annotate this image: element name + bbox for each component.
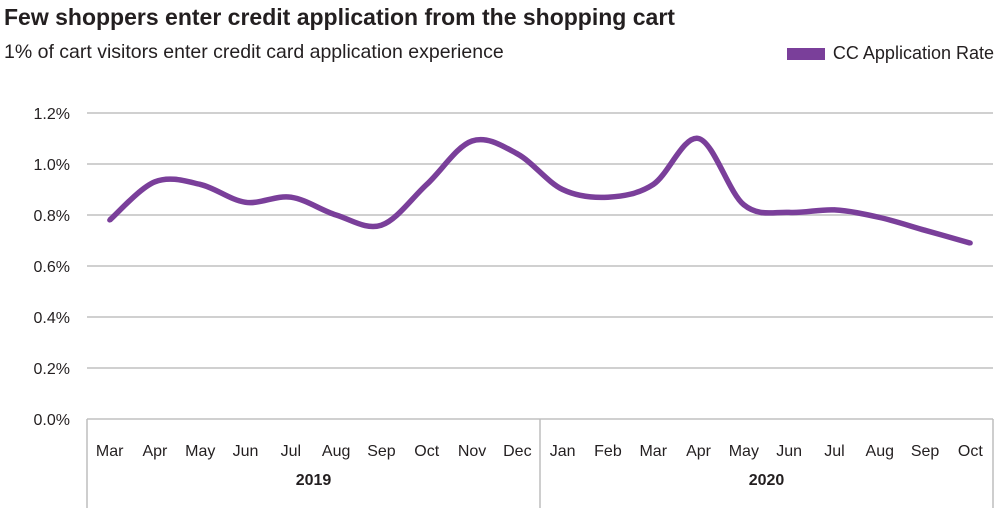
- gridlines: [87, 112, 993, 420]
- x-tick-label: Oct: [958, 443, 983, 460]
- data-point: [288, 194, 294, 200]
- x-tick-label: Feb: [594, 443, 622, 460]
- x-tick-label: Jul: [824, 443, 844, 460]
- data-point: [424, 181, 430, 187]
- x-tick-label: Jun: [233, 443, 259, 460]
- legend-label: CC Application Rate: [832, 43, 994, 63]
- data-point: [560, 187, 566, 192]
- data-point: [605, 194, 611, 200]
- data-point: [333, 212, 339, 218]
- x-tick-label: Aug: [322, 443, 350, 460]
- y-tick-label: 0.2%: [34, 361, 70, 378]
- x-tick-label: Apr: [686, 443, 712, 460]
- category-axis: 2019 2020 Mar Apr May Jun Jul Aug Sep Oct Nov Dec Ja…: [86, 419, 994, 508]
- data-point: [197, 181, 203, 187]
- x-tick-label: Mar: [639, 443, 667, 460]
- x-tick-label: Nov: [458, 443, 486, 460]
- chart-subtitle: 1% of cart visitors enter credit card ap…: [4, 41, 504, 63]
- data-point: [650, 181, 656, 187]
- year-label: 2019: [296, 472, 332, 489]
- x-tick-label: Sep: [367, 443, 396, 460]
- year-label: 2020: [749, 472, 785, 489]
- x-tick-label: Sep: [911, 443, 940, 460]
- data-point: [152, 179, 158, 185]
- x-tick-label: May: [185, 443, 215, 460]
- data-point: [967, 240, 973, 246]
- chart-title: Few shoppers enter credit application fr…: [4, 4, 675, 30]
- data-point: [922, 227, 928, 233]
- data-point: [243, 199, 249, 205]
- legend: CC Application Rate: [786, 43, 994, 64]
- data-point: [107, 217, 113, 223]
- y-tick-label: 1.2%: [34, 106, 70, 123]
- y-axis-ticks: 0.0% 0.2% 0.4% 0.6% 0.8% 1.0% 1.2%: [34, 106, 70, 429]
- series-line: [107, 135, 972, 246]
- x-tick-label: Apr: [142, 443, 168, 460]
- data-point: [696, 136, 702, 141]
- y-tick-label: 0.4%: [34, 310, 70, 327]
- x-tick-label: May: [729, 443, 759, 460]
- data-point: [831, 207, 837, 213]
- y-tick-label: 0.8%: [34, 208, 70, 225]
- series-layer: [107, 135, 973, 246]
- x-tick-label: Oct: [414, 443, 439, 460]
- data-point: [469, 138, 475, 144]
- data-point: [877, 215, 883, 221]
- x-tick-label: Jan: [550, 443, 576, 460]
- x-tick-label: Dec: [503, 443, 531, 460]
- x-tick-label: Jun: [776, 443, 802, 460]
- data-point: [514, 151, 520, 157]
- y-tick-label: 1.0%: [34, 157, 70, 174]
- x-tick-label: Aug: [866, 443, 894, 460]
- x-tick-label: Jul: [281, 443, 301, 460]
- legend-swatch: [786, 47, 825, 60]
- data-point: [786, 209, 792, 215]
- data-point: [378, 222, 384, 228]
- y-tick-label: 0.0%: [34, 412, 70, 429]
- data-point: [741, 202, 747, 208]
- y-tick-label: 0.6%: [34, 259, 70, 276]
- x-tick-label: Mar: [96, 443, 124, 460]
